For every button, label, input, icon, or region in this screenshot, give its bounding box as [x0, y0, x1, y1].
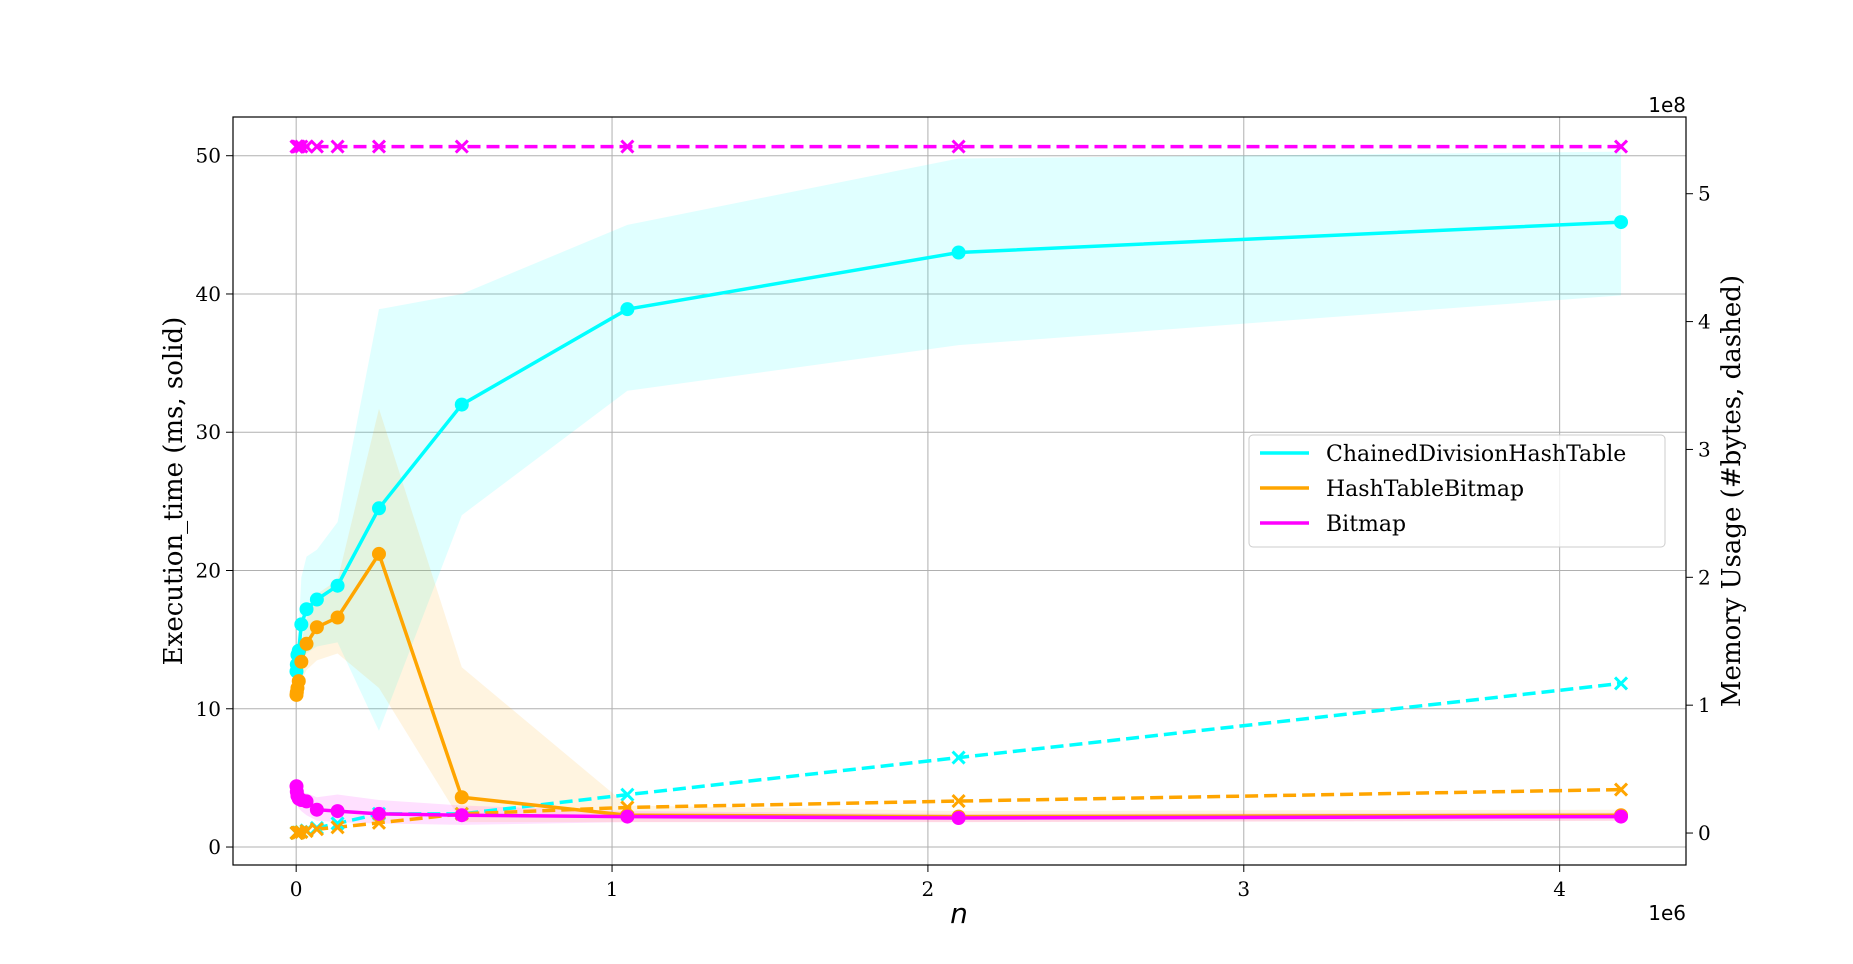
time-point: [1614, 809, 1629, 824]
time-point: [371, 546, 386, 561]
time-point: [620, 809, 635, 824]
x-tick-label: 3: [1237, 877, 1250, 901]
time-point: [299, 636, 314, 651]
legend-label-chained: ChainedDivisionHashTable: [1326, 442, 1626, 467]
memory-point: [330, 820, 345, 835]
x-tick-label: 2: [922, 877, 935, 901]
memory-point-stroke: [294, 139, 309, 154]
y-right-tick-label: 0: [1698, 821, 1711, 845]
memory-point-stroke: [309, 822, 324, 837]
legend: ChainedDivisionHashTable HashTableBitmap…: [1248, 434, 1666, 548]
y-right-tick-label: 3: [1698, 437, 1711, 461]
y-left-tick-label: 10: [196, 697, 221, 721]
memory-point-stroke: [330, 816, 345, 831]
memory-point: [309, 822, 324, 837]
memory-point: [620, 139, 635, 154]
memory-point-stroke: [620, 787, 635, 802]
memory-point: [330, 816, 345, 831]
legend-label-hashtablebitmap: HashTableBitmap: [1326, 477, 1524, 502]
memory-point: [299, 139, 314, 154]
time-point: [299, 602, 314, 617]
memory-point: [620, 787, 635, 802]
time-point: [454, 808, 469, 823]
memory-point: [454, 139, 469, 154]
y-left-tick-label: 0: [208, 835, 221, 859]
x-offset-label: 1e6: [1648, 901, 1686, 925]
y-left-tick-label: 20: [196, 559, 221, 583]
y-right-tick-label: 2: [1698, 565, 1711, 589]
memory-point-stroke: [951, 139, 966, 154]
memory-point: [294, 139, 309, 154]
band-0: [296, 151, 1622, 731]
memory-point-stroke: [1613, 782, 1629, 797]
time-point: [371, 501, 386, 516]
time-point: [620, 302, 635, 317]
memory-point: [1613, 139, 1629, 154]
memory-point-stroke: [951, 794, 966, 809]
memory-point-stroke: [299, 824, 314, 839]
time-point: [951, 245, 966, 260]
series-markers: [289, 139, 1629, 840]
time-point: [299, 794, 314, 809]
time-point: [294, 654, 309, 669]
legend-label-bitmap: Bitmap: [1326, 512, 1406, 537]
memory-point-stroke: [309, 139, 324, 154]
y-left-tick-label: 40: [196, 282, 221, 306]
memory-point: [299, 824, 314, 839]
legend-box: [1248, 434, 1666, 548]
memory-point-stroke: [1613, 139, 1629, 154]
memory-point-stroke: [951, 750, 966, 765]
time-point: [454, 790, 469, 805]
time-point: [951, 810, 966, 825]
memory-point: [330, 139, 345, 154]
memory-point: [951, 139, 966, 154]
time-point: [330, 804, 345, 819]
y-left-tick-label: 30: [196, 420, 221, 444]
memory-point: [1613, 676, 1629, 691]
time-point: [371, 806, 386, 821]
x-tick-label: 0: [290, 877, 303, 901]
memory-point-stroke: [330, 139, 345, 154]
memory-point-stroke: [299, 139, 314, 154]
time-point: [330, 610, 345, 625]
time-point: [309, 592, 324, 607]
x-axis-title: n: [950, 897, 968, 930]
y-left-tick-label: 50: [196, 144, 221, 168]
y-right-offset-label: 1e8: [1648, 93, 1686, 117]
y-left-axis-title: Execution_time (ms, solid): [159, 317, 189, 666]
x-tick-label: 1: [606, 877, 619, 901]
time-point: [454, 397, 469, 412]
x-tick-label: 4: [1553, 877, 1566, 901]
memory-point: [951, 794, 966, 809]
time-point: [309, 620, 324, 635]
time-point: [330, 578, 345, 593]
y-right-tick-label: 1: [1698, 693, 1711, 717]
time-point: [309, 802, 324, 817]
memory-point: [951, 750, 966, 765]
memory-point: [1613, 782, 1629, 797]
time-point: [1614, 215, 1629, 230]
grid: [233, 117, 1686, 865]
time-point: [294, 617, 309, 632]
y-right-tick-label: 4: [1698, 310, 1711, 334]
y-right-axis-title: Memory Usage (#bytes, dashed): [1717, 275, 1747, 707]
y-right-tick-label: 5: [1698, 182, 1711, 206]
memory-point: [309, 139, 324, 154]
memory-point-stroke: [454, 139, 469, 154]
memory-point-stroke: [371, 139, 387, 154]
memory-point-stroke: [620, 139, 635, 154]
memory-point: [371, 139, 387, 154]
memory-point-stroke: [1613, 676, 1629, 691]
plot-frame: [232, 116, 1687, 866]
time-point: [291, 674, 306, 689]
memory-point-stroke: [330, 820, 345, 835]
